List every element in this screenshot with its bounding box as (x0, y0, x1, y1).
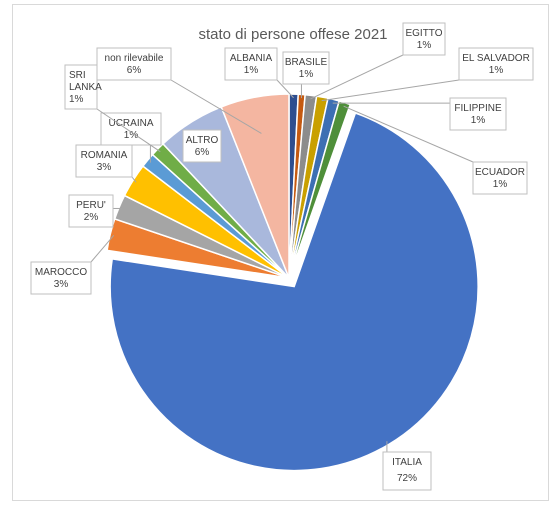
label-box (75, 144, 133, 178)
label-name: non rilevabile (105, 53, 164, 64)
label-box (282, 51, 330, 85)
leader-line (170, 79, 262, 134)
label-name: ALBANIA (230, 53, 273, 64)
label-box (472, 161, 528, 195)
label-name: FILIPPINE (454, 103, 502, 114)
label-name: SRI (69, 70, 86, 81)
chart-title: stato di persone offese 2021 (198, 26, 387, 43)
label-percent: 3% (97, 162, 112, 173)
label-name: ROMANIA (81, 150, 128, 161)
label-percent: 72% (397, 473, 417, 484)
label-name: ITALIA (392, 457, 422, 468)
label-box (96, 47, 172, 81)
label-name: UCRAINA (108, 118, 153, 129)
label-box (64, 64, 98, 110)
data-label: PERU'2% (68, 194, 114, 228)
label-percent: 2% (84, 212, 99, 223)
leader-line (276, 79, 294, 99)
label-percent: 6% (195, 147, 210, 158)
leader-line (321, 79, 460, 102)
label-percent: 1% (299, 69, 314, 80)
chart-frame: stato di persone offese 2021 ALBANIA 1% BR… (12, 4, 549, 501)
label-percent: 1% (244, 65, 259, 76)
label-box (458, 47, 534, 81)
label-box (182, 129, 222, 163)
label-name: EGITTO (405, 28, 442, 39)
label-box (449, 97, 507, 131)
label-name: PERU' (76, 200, 106, 211)
label-name: ECUADOR (475, 167, 525, 178)
leader-line (90, 235, 115, 263)
leader-line (343, 105, 474, 163)
label-percent: 1% (471, 115, 486, 126)
label-percent: 1% (417, 40, 432, 51)
label-name: BRASILE (285, 57, 328, 68)
pie-chart: stato di persone offese 2021 ALBANIA1%BR… (30, 22, 534, 491)
label-box (30, 261, 92, 295)
label-percent: 1% (489, 65, 504, 76)
data-label: ITALIA 72% (382, 451, 432, 491)
label-percent: 6% (127, 65, 142, 76)
label-percent: 1% (69, 94, 84, 105)
label-name: ALTRO (186, 135, 219, 146)
label-box (382, 451, 432, 491)
label-percent: 1% (493, 179, 508, 190)
label-box (68, 194, 114, 228)
pie-slice-italia (109, 112, 479, 472)
label-percent: 3% (54, 279, 69, 290)
leader-line (310, 54, 404, 100)
label-name: EL SALVADOR (462, 53, 530, 64)
leader-line (96, 108, 161, 153)
label-name: LANKA (69, 82, 102, 93)
label-box (402, 22, 446, 56)
label-percent: 1% (124, 130, 139, 141)
label-box (224, 47, 278, 81)
pie-slice-non-rilevabile (220, 93, 290, 279)
leader-line (131, 176, 137, 183)
label-name: MAROCCO (35, 267, 87, 278)
